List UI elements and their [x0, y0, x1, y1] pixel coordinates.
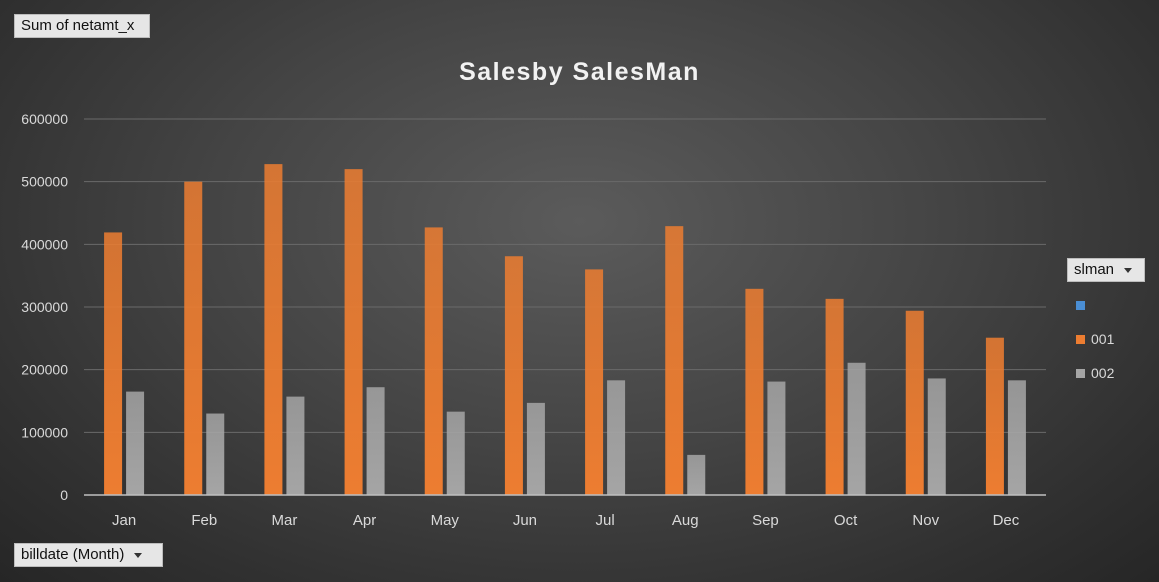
legend-swatch — [1076, 334, 1085, 344]
bar-001-jul — [585, 269, 604, 495]
x-tick-label: Aug — [672, 512, 699, 529]
bar-002-sep — [767, 381, 786, 495]
chevron-down-icon — [134, 552, 143, 558]
x-tick-label: Mar — [271, 512, 297, 529]
bar-001-apr — [344, 169, 363, 495]
bar-001-mar — [264, 164, 283, 495]
x-tick-label: Feb — [191, 512, 217, 529]
x-tick-label: May — [431, 512, 460, 529]
bar-001-dec — [985, 337, 1004, 495]
bar-001-jan — [104, 232, 123, 495]
chevron-down-icon — [1124, 267, 1133, 273]
bar-002-jul — [607, 380, 626, 495]
chart-title: Salesby SalesMan — [459, 58, 700, 86]
legend-label: 002 — [1091, 365, 1115, 381]
y-tick-label: 500000 — [21, 174, 68, 190]
bar-002-nov — [927, 378, 946, 495]
bar-001-oct — [825, 298, 844, 495]
value-field-button[interactable]: Sum of netamt_x — [14, 14, 150, 38]
bar-001-jun — [504, 256, 523, 495]
bar-002-jun — [526, 402, 545, 495]
x-tick-label: Sep — [752, 512, 779, 529]
bar-001-aug — [665, 226, 684, 495]
x-tick-label: Jan — [112, 512, 136, 529]
y-tick-label: 200000 — [21, 362, 68, 378]
x-tick-label: Jul — [595, 512, 614, 529]
axis-field-button[interactable]: billdate (Month) — [14, 543, 163, 567]
bar-002-apr — [366, 387, 385, 495]
bar-002-oct — [847, 362, 866, 495]
legend-swatch — [1076, 368, 1085, 378]
legend-item: 001 — [1076, 322, 1114, 356]
bar-002-mar — [286, 396, 305, 495]
bar-002-may — [446, 411, 465, 495]
y-tick-label: 600000 — [21, 111, 68, 127]
x-tick-label: Nov — [912, 512, 939, 529]
bar-001-nov — [905, 310, 924, 495]
bar-001-sep — [745, 288, 764, 495]
axis-field-label: billdate (Month) — [21, 546, 125, 563]
value-field-label: Sum of netamt_x — [21, 17, 135, 34]
legend-label: 001 — [1091, 331, 1115, 347]
y-tick-label: 0 — [60, 487, 68, 503]
y-tick-label: 300000 — [21, 299, 68, 315]
legend-field-label: slman — [1074, 261, 1115, 278]
bar-001-feb — [184, 181, 203, 495]
x-tick-label: Jun — [513, 512, 537, 529]
bar-001-may — [424, 227, 443, 495]
bar-002-dec — [1007, 380, 1026, 495]
legend-field-button[interactable]: slman — [1067, 258, 1145, 282]
bar-002-aug — [687, 454, 706, 495]
x-tick-label: Apr — [353, 512, 376, 529]
legend: 001 002 — [1076, 288, 1114, 390]
legend-swatch — [1076, 300, 1085, 310]
bar-002-jan — [126, 391, 145, 495]
legend-item: 002 — [1076, 356, 1114, 390]
y-tick-label: 400000 — [21, 236, 68, 252]
x-tick-label: Oct — [834, 512, 858, 529]
x-tick-label: Dec — [993, 512, 1020, 529]
legend-item — [1076, 288, 1114, 322]
y-tick-label: 100000 — [21, 424, 68, 440]
bar-002-feb — [206, 413, 225, 495]
